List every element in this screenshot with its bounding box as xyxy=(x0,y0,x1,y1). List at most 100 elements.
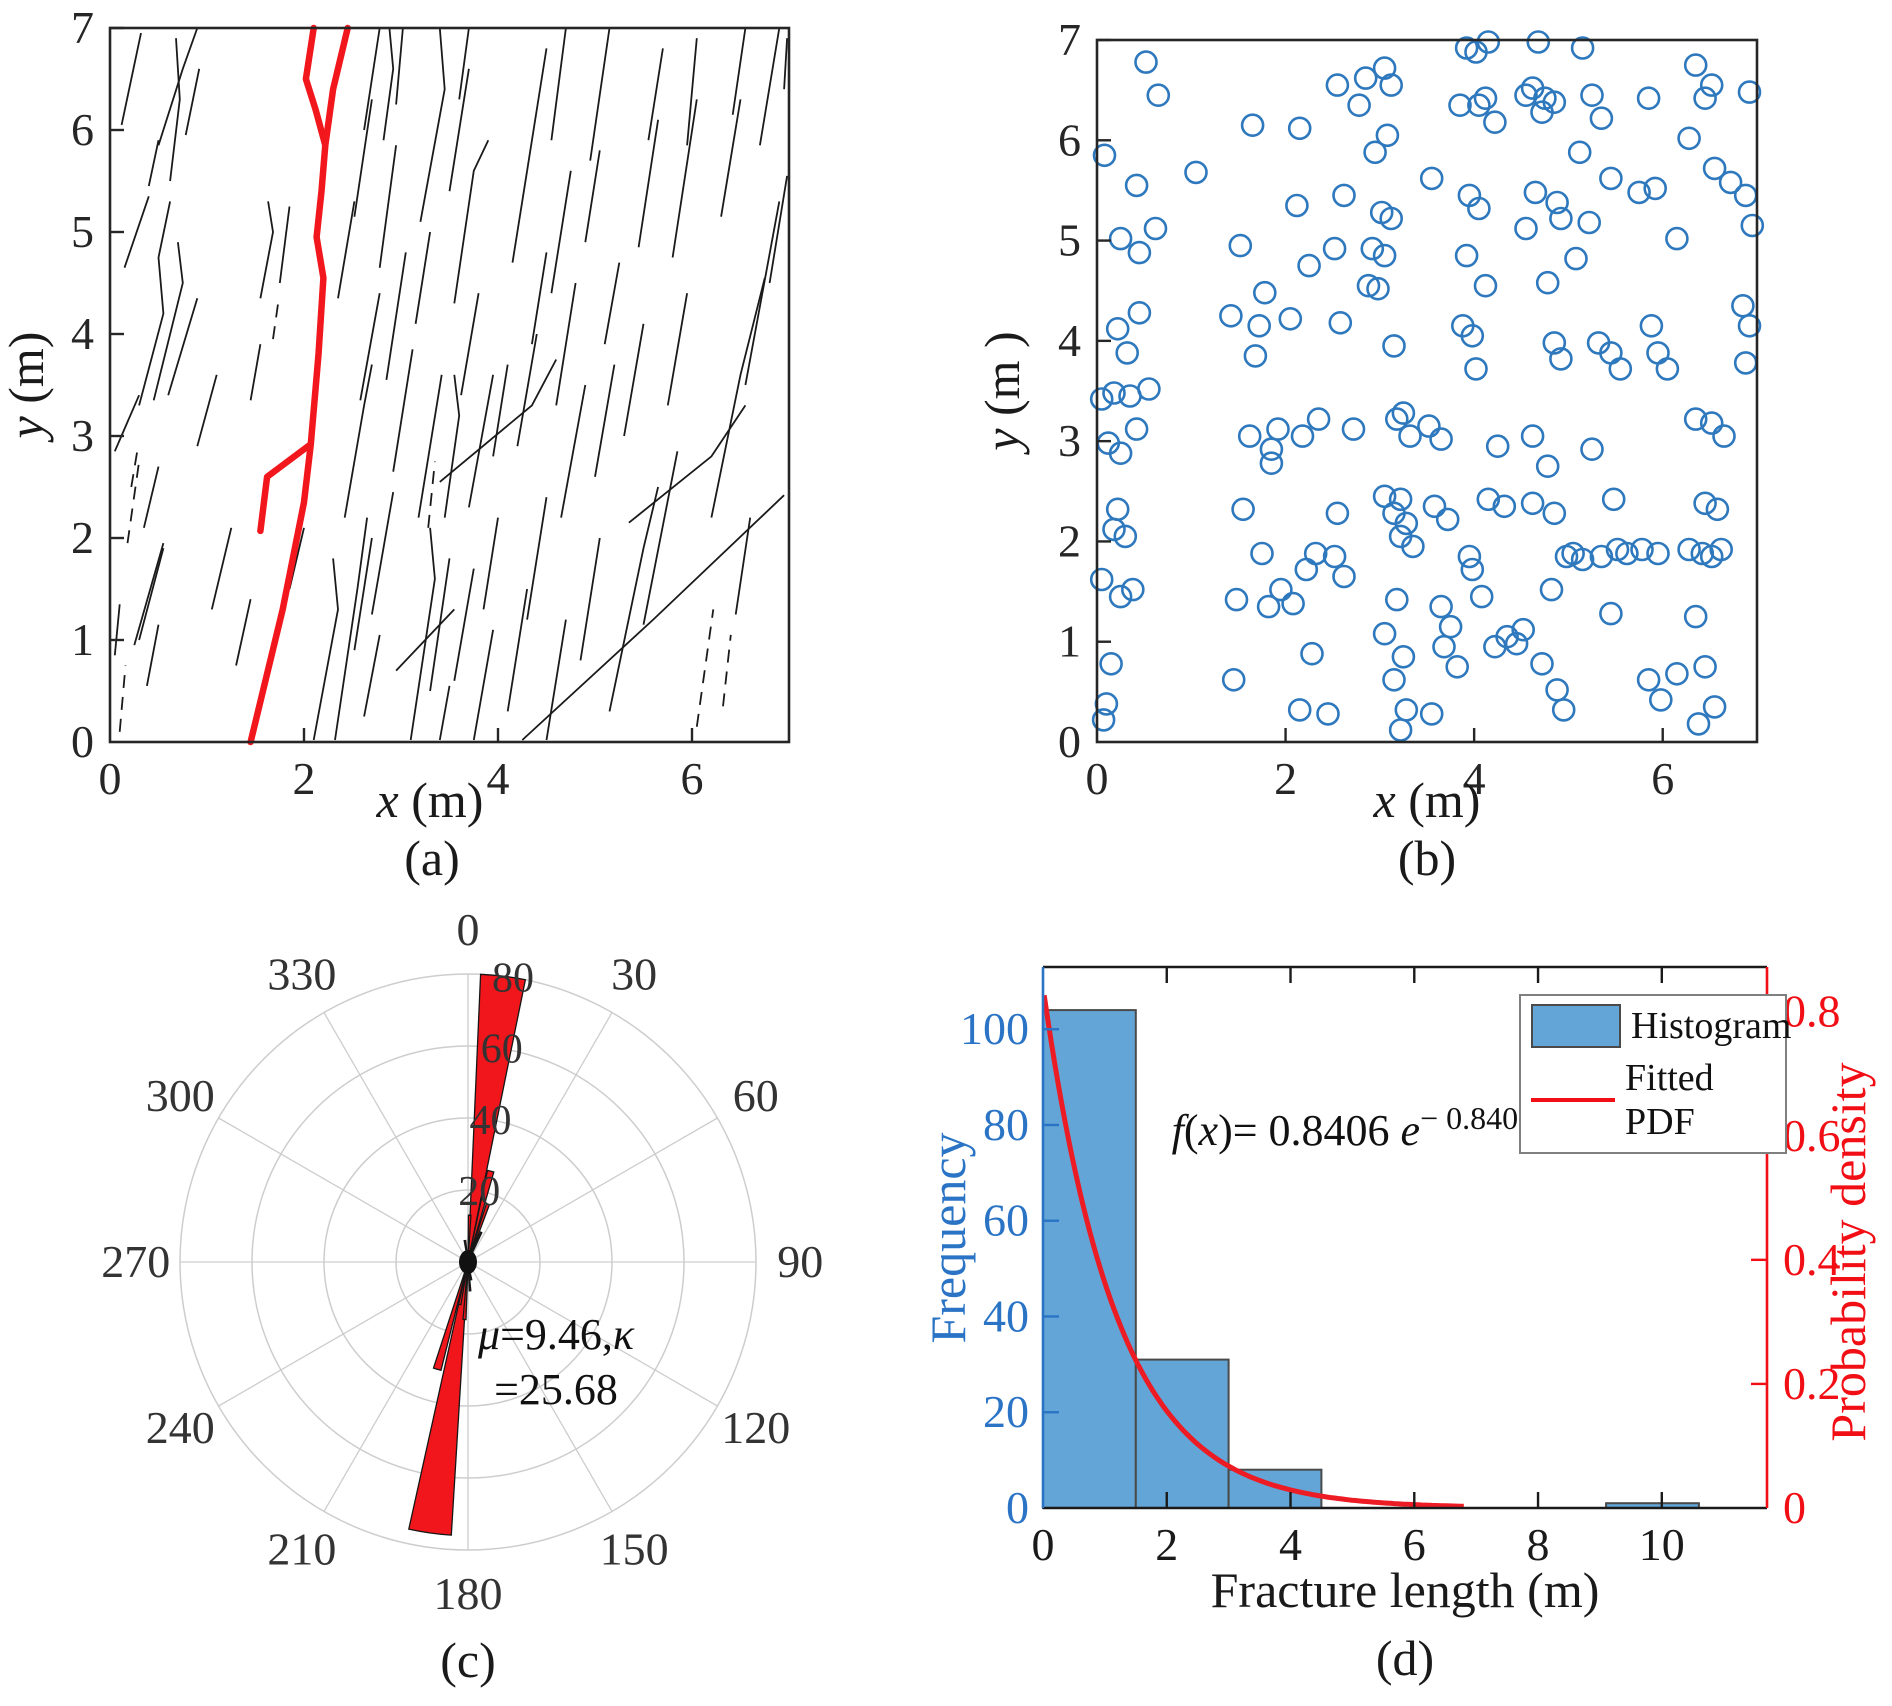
fracture-trace xyxy=(359,293,381,401)
fitted-pdf-equation: f(x)= 0.8406 e− 0.8406x xyxy=(1171,1100,1549,1155)
scatter-point xyxy=(1332,564,1356,589)
scatter-point xyxy=(1316,702,1340,726)
fracture-trace xyxy=(526,497,548,620)
scatter-point xyxy=(1250,541,1274,566)
fracture-trace-dashed xyxy=(427,461,436,528)
scatter-point xyxy=(1630,537,1654,562)
fracture-trace xyxy=(343,364,373,518)
x-axis-label-a: x (m) xyxy=(376,772,484,828)
scatter-point xyxy=(1539,577,1564,602)
x-tick-label: 4 xyxy=(487,753,510,804)
fracture-trace xyxy=(637,119,659,248)
scatter-point xyxy=(1108,584,1133,609)
rose-petal xyxy=(462,1261,469,1321)
fracture-trace xyxy=(395,27,404,105)
x-tick-label: 4 xyxy=(1463,753,1486,804)
fracture-trace xyxy=(759,27,781,146)
y-tick-label: 2 xyxy=(1058,515,1081,566)
scatter-point xyxy=(1382,334,1406,358)
legend-label: Histogram xyxy=(1631,1005,1792,1047)
scatter-point xyxy=(1473,273,1498,298)
scatter-point xyxy=(1542,501,1567,526)
x-tick-label: 4 xyxy=(1279,1519,1302,1570)
polar-grid-spoke xyxy=(467,1117,718,1263)
y-tick-label-right: 0.8 xyxy=(1783,986,1841,1037)
fracture-trace xyxy=(448,68,470,192)
polar-grid-spoke xyxy=(467,1012,613,1263)
scatter-point xyxy=(1388,487,1413,512)
scatter-point xyxy=(1394,511,1419,536)
scatter-point xyxy=(1240,113,1265,137)
scatter-point xyxy=(1677,126,1701,151)
scatter-point xyxy=(1089,387,1114,411)
caption-b: (b) xyxy=(1397,830,1457,886)
scatter-point xyxy=(1504,631,1529,656)
scatter-point xyxy=(1419,166,1444,191)
scatter-point xyxy=(1627,180,1651,205)
panel-b-scatter: 0 2 4 6 0 1 2 3 4 5 6 7 xyxy=(1058,14,1765,804)
fracture-trace xyxy=(123,196,150,268)
y-tick-label: 3 xyxy=(1058,415,1081,466)
scatter-point xyxy=(1391,644,1416,669)
scatter-point xyxy=(1341,417,1366,441)
scatter-point xyxy=(1113,524,1138,549)
y-tick-label: 1 xyxy=(1058,616,1081,667)
scatter-point xyxy=(1693,654,1717,679)
y-tick-label-right: 0 xyxy=(1783,1482,1806,1533)
scatter-point xyxy=(1237,424,1262,448)
scatter-point xyxy=(1243,344,1268,368)
y-tick-label: 0 xyxy=(1058,716,1081,767)
panel-a-trace-map: 0 2 4 6 0 1 2 3 4 5 6 7 xyxy=(71,2,791,804)
fracture-trace xyxy=(506,588,528,712)
scatter-point xyxy=(1124,173,1149,198)
y-tick-label-left: 40 xyxy=(983,1290,1029,1341)
fracture-trace xyxy=(409,527,436,741)
fracture-trace xyxy=(511,170,528,263)
scatter-point xyxy=(1665,661,1689,686)
y-tick-label: 5 xyxy=(71,206,94,257)
fracture-trace xyxy=(594,364,616,477)
scatter-point xyxy=(1460,557,1485,582)
polar-grid-spoke xyxy=(467,1261,613,1512)
polar-grid-spoke xyxy=(218,1117,469,1263)
angle-tick-label: 240 xyxy=(146,1402,215,1453)
scatter-point xyxy=(1476,487,1501,512)
scatter-point xyxy=(1322,544,1347,569)
fracture-trace xyxy=(419,27,446,222)
rose-center-dot xyxy=(459,1250,477,1274)
scatter-point xyxy=(1108,226,1133,251)
scatter-point xyxy=(1545,678,1569,702)
scatter-point xyxy=(1737,313,1762,338)
x-tick-label: 0 xyxy=(1086,753,1109,804)
scatter-point xyxy=(1278,306,1303,331)
scatter-point xyxy=(1718,170,1743,195)
scatter-point xyxy=(1105,497,1130,522)
scatter-point xyxy=(1089,567,1114,592)
radius-tick-label: 80 xyxy=(492,956,534,1002)
scatter-point xyxy=(1599,166,1623,191)
scatter-point xyxy=(1514,83,1538,107)
fracture-trace xyxy=(259,201,274,299)
scatter-point xyxy=(1469,584,1494,609)
scatter-point xyxy=(1702,156,1727,181)
scatter-point xyxy=(1683,53,1708,77)
fracture-trace xyxy=(468,374,494,508)
fracture-trace xyxy=(608,486,659,712)
fracture-trace xyxy=(438,685,451,741)
y-tick-label-left: 0 xyxy=(1006,1482,1029,1533)
fracture-trace-dashed xyxy=(126,461,140,544)
fracture-trace xyxy=(417,374,443,518)
scatter-point xyxy=(1464,357,1488,381)
legend-label: Fitted PDF xyxy=(1625,1057,1714,1143)
angle-tick-label: 60 xyxy=(733,1070,779,1121)
scatter-point xyxy=(1300,641,1324,666)
fracture-trace xyxy=(334,517,368,741)
highlighted-fracture xyxy=(257,440,315,535)
scatter-point xyxy=(1601,487,1626,512)
scatter-point xyxy=(1702,695,1727,719)
fracture-trace xyxy=(710,277,766,518)
scatter-point xyxy=(1589,544,1614,569)
scatter-point xyxy=(1401,534,1425,559)
y-tick-label-left: 60 xyxy=(983,1195,1029,1246)
scatter-point xyxy=(1269,577,1293,602)
